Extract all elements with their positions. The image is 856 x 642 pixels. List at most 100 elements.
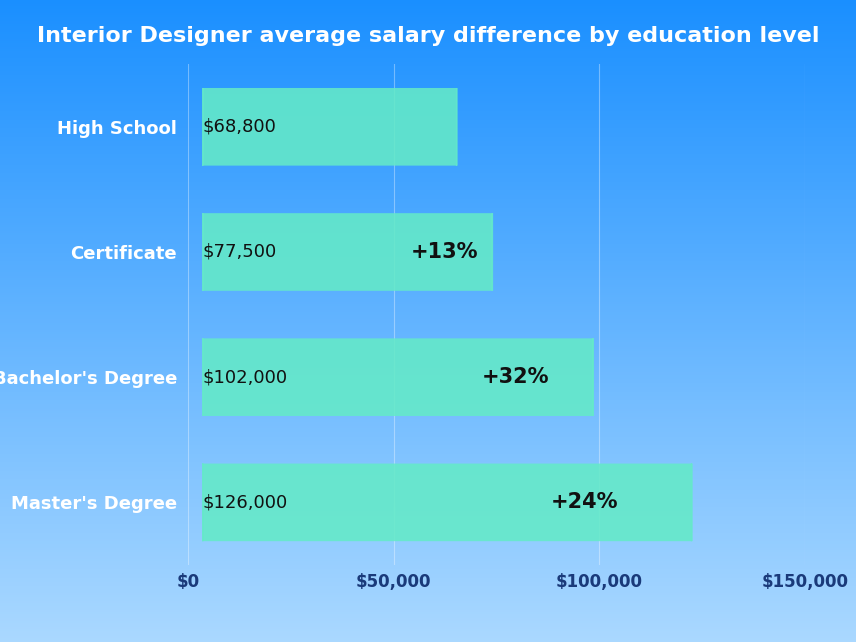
Bar [0,411,856,413]
Bar [0,366,856,368]
Bar [0,629,856,631]
Text: $68,800: $68,800 [203,117,276,136]
Bar [0,73,856,75]
Bar [0,64,856,66]
Bar [0,204,856,205]
Bar [0,197,856,199]
Bar [0,537,856,539]
Bar [0,128,856,130]
FancyBboxPatch shape [203,88,456,166]
Bar [0,618,856,621]
Bar [0,287,856,289]
Bar [0,130,856,133]
Bar [0,409,856,411]
Bar [0,313,856,315]
Bar [0,276,856,278]
Bar [0,381,856,383]
Bar [0,37,856,39]
Bar [0,85,856,88]
Bar [0,56,856,58]
Bar [0,291,856,293]
Bar [0,605,856,608]
Bar [0,214,856,216]
Bar [0,494,856,496]
Bar [0,111,856,114]
Bar [0,69,856,71]
Bar [0,424,856,426]
Bar [0,205,856,207]
Bar [0,263,856,265]
Bar [0,105,856,107]
Bar [0,586,856,589]
Bar [0,557,856,559]
Bar [0,514,856,516]
Bar [0,319,856,321]
Bar [0,573,856,576]
Bar [0,24,856,26]
Bar [0,449,856,451]
Bar [0,325,856,327]
Bar [0,488,856,490]
Bar [0,471,856,473]
Bar [0,293,856,295]
Bar [0,593,856,595]
Bar [0,636,856,638]
Bar [0,571,856,573]
Bar [0,26,856,28]
Bar [0,441,856,443]
Bar [0,456,856,458]
Bar [0,419,856,422]
Bar [0,535,856,537]
Bar [0,188,856,191]
Bar [0,323,856,325]
Bar [0,329,856,332]
Bar [0,268,856,270]
Bar [0,379,856,381]
Bar [0,490,856,492]
Bar [0,2,856,4]
Bar [0,451,856,454]
Bar [0,282,856,284]
Bar [0,53,856,56]
Bar [0,289,856,291]
Bar [0,143,856,146]
Bar [0,257,856,259]
Bar [0,544,856,546]
Bar [0,445,856,447]
Bar [0,133,856,135]
Bar [0,526,856,528]
Bar [0,447,856,449]
Bar [0,199,856,201]
Bar [0,8,856,11]
Bar [0,233,856,236]
Bar [0,351,856,353]
Bar [0,274,856,276]
Bar [0,13,856,15]
Bar [0,272,856,274]
Bar [0,507,856,509]
Bar [0,34,856,37]
Bar [0,250,856,252]
Bar [0,426,856,428]
Bar [0,349,856,351]
Bar [0,236,856,238]
Bar [0,17,856,19]
Bar [0,597,856,599]
Bar [0,582,856,584]
Bar [0,589,856,591]
Bar [0,300,856,302]
Bar [0,458,856,460]
Bar [0,45,856,47]
Bar [0,345,856,347]
Bar [0,126,856,128]
Bar [0,355,856,358]
Bar [0,218,856,220]
Bar [0,101,856,103]
Bar [0,19,856,21]
Bar [0,297,856,300]
Bar [0,180,856,182]
Bar [0,160,856,162]
Bar [0,225,856,227]
Bar [0,475,856,477]
Bar [0,403,856,404]
